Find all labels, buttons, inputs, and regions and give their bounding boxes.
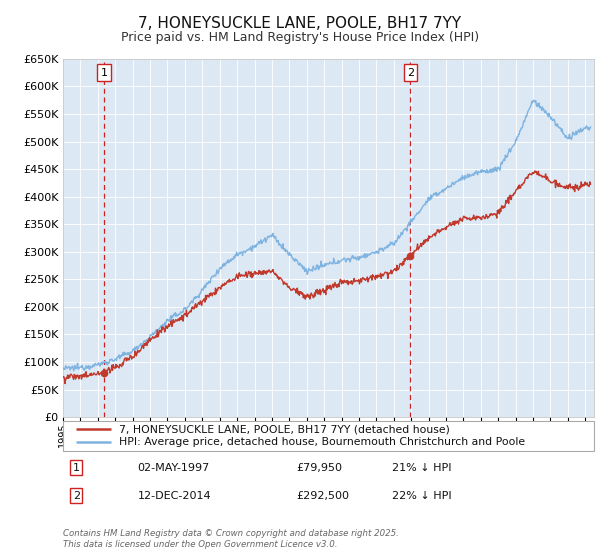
Text: 7, HONEYSUCKLE LANE, POOLE, BH17 7YY (detached house): 7, HONEYSUCKLE LANE, POOLE, BH17 7YY (de… (119, 424, 449, 434)
Text: 2: 2 (73, 491, 80, 501)
Text: 1: 1 (100, 68, 107, 78)
Text: 12-DEC-2014: 12-DEC-2014 (137, 491, 211, 501)
Text: £292,500: £292,500 (296, 491, 350, 501)
Text: 2: 2 (407, 68, 414, 78)
Text: 02-MAY-1997: 02-MAY-1997 (137, 463, 209, 473)
Text: Price paid vs. HM Land Registry's House Price Index (HPI): Price paid vs. HM Land Registry's House … (121, 31, 479, 44)
Text: £79,950: £79,950 (296, 463, 343, 473)
Text: 21% ↓ HPI: 21% ↓ HPI (392, 463, 452, 473)
Text: 1: 1 (73, 463, 80, 473)
Text: HPI: Average price, detached house, Bournemouth Christchurch and Poole: HPI: Average price, detached house, Bour… (119, 437, 525, 447)
Text: 7, HONEYSUCKLE LANE, POOLE, BH17 7YY: 7, HONEYSUCKLE LANE, POOLE, BH17 7YY (139, 16, 461, 31)
Text: 22% ↓ HPI: 22% ↓ HPI (392, 491, 452, 501)
Text: Contains HM Land Registry data © Crown copyright and database right 2025.
This d: Contains HM Land Registry data © Crown c… (63, 529, 399, 549)
FancyBboxPatch shape (63, 421, 594, 451)
